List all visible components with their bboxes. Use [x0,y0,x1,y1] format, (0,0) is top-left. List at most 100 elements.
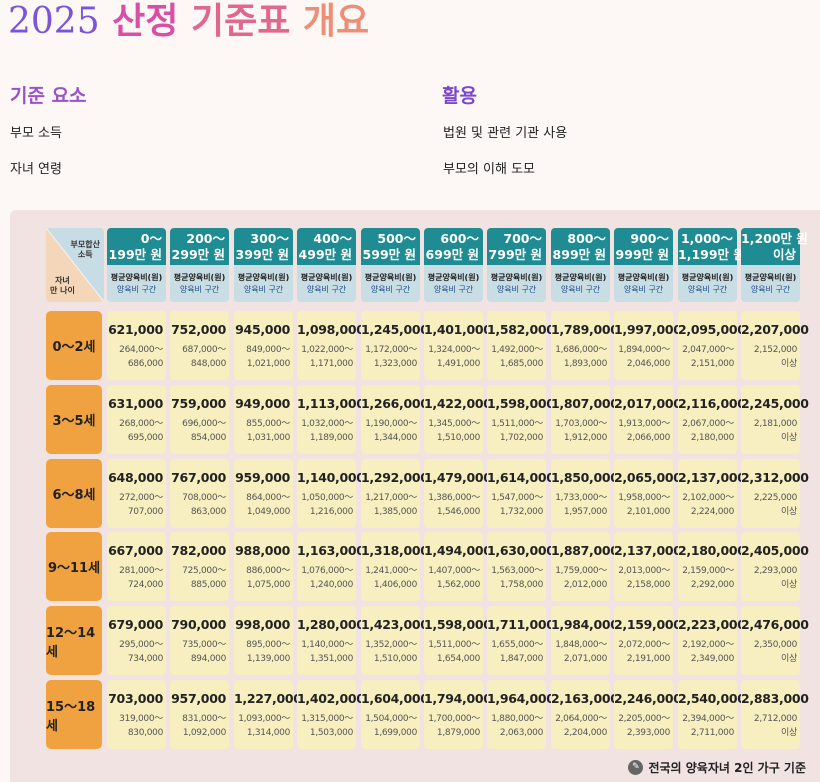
table-cell: 1,318,000 1,241,000～ 1,406,000 [361,532,429,601]
range-low-value: 1,093,000～ [238,714,290,724]
title-year: 2025 [8,1,100,42]
range-high-value: 1,031,000 [246,433,290,443]
table-cell: 1,280,000 1,140,000～ 1,351,000 [297,606,365,675]
avg-cost-label: 평균양육비(원) [681,273,734,282]
range-low-value: 2,102,000～ [682,493,734,503]
table-cell: 1,423,000 1,352,000～ 1,510,000 [361,606,429,675]
avg-cost-value: 1,850,000 [551,470,619,485]
avg-cost-value: 1,402,000 [297,691,365,706]
table-cell: 621,000 264,000～ 686,000 [107,311,166,380]
range-high-value: 734,000 [127,654,163,664]
avg-cost-value: 2,137,000 [678,470,746,485]
table-cell: 1,598,000 1,511,000～ 1,654,000 [424,606,492,675]
range-high-value: 1,879,000 [436,728,480,738]
range-low-value: 708,000～ [182,493,226,503]
avg-cost-label: 평균양육비(원) [237,273,290,282]
table-cell: 1,163,000 1,076,000～ 1,240,000 [297,532,365,601]
avg-cost-value: 1,422,000 [424,396,492,411]
income-range-line: 599만 원 [362,247,416,262]
range-low-value: 2,152,000 [753,345,797,355]
range-high-value: 2,158,000 [626,580,670,590]
table-cell: 2,180,000 2,159,000～ 2,292,000 [678,532,746,601]
avg-cost-value: 782,000 [171,543,226,558]
table-cell: 1,227,000 1,093,000～ 1,314,000 [234,680,302,749]
range-low-value: 2,293,000 [753,566,797,576]
column-subheader: 평균양육비(원) 양육비 구간 [297,265,356,302]
avg-cost-value: 2,095,000 [678,322,746,337]
page-title: 2025 산정 기준표 개요 [8,0,369,44]
avg-cost-label: 평균양육비(원) [110,273,163,282]
range-high-value: 1,216,000 [309,507,353,517]
avg-cost-value: 998,000 [235,617,290,632]
range-high-value: 1,092,000 [182,728,226,738]
range-high-value: 2,393,000 [626,728,670,738]
avg-cost-value: 1,292,000 [361,470,429,485]
avg-cost-value: 1,401,000 [424,322,492,337]
range-high-value: 이상 [781,654,797,664]
avg-cost-value: 2,223,000 [678,617,746,632]
range-high-value: 885,000 [190,580,226,590]
age-row-label: 15～18세 [46,680,102,749]
table-cell: 988,000 886,000～ 1,075,000 [234,532,293,601]
income-range-line: 400～ [313,231,352,246]
avg-cost-value: 2,159,000 [614,617,682,632]
income-range-line: 900～ [630,231,669,246]
range-high-value: 1,314,000 [246,728,290,738]
range-low-value: 849,000～ [246,345,290,355]
table-cell: 1,422,000 1,345,000～ 1,510,000 [424,385,492,454]
table-cell: 949,000 855,000～ 1,031,000 [234,385,293,454]
range-high-value: 이상 [781,507,797,517]
range-low-value: 735,000～ [182,640,226,650]
avg-cost-value: 2,116,000 [678,396,746,411]
cost-range-label: 양육비 구간 [623,285,664,294]
table-footnote: ✎ 전국의 양육자녀 2인 가구 기준 [628,759,806,776]
range-high-value: 1,702,000 [499,433,543,443]
table-cell: 2,065,000 1,958,000～ 2,101,000 [614,459,682,528]
table-cell: 1,098,000 1,022,000～ 1,171,000 [297,311,365,380]
range-low-value: 1,759,000～ [555,566,607,576]
income-range-line: 199만 원 [108,247,162,262]
avg-cost-value: 2,476,000 [741,617,809,632]
income-column-header: 400～ 499만 원 [297,228,356,265]
avg-cost-value: 1,789,000 [551,322,619,337]
range-high-value: 1,546,000 [436,507,480,517]
avg-cost-value: 2,246,000 [614,691,682,706]
criteria-item-income: 부모 소득 [10,126,62,141]
table-cell: 2,095,000 2,047,000～ 2,151,000 [678,311,746,380]
avg-cost-value: 2,883,000 [741,691,809,706]
income-range-line: 1,000～ [680,231,733,246]
range-low-value: 1,547,000～ [491,493,543,503]
range-low-value: 1,172,000～ [365,345,417,355]
avg-cost-value: 1,964,000 [487,691,555,706]
income-column-header: 800～ 899만 원 [551,228,610,265]
avg-cost-value: 1,140,000 [297,470,365,485]
table-cell: 1,604,000 1,504,000～ 1,699,000 [361,680,429,749]
range-high-value: 1,240,000 [309,580,353,590]
range-high-value: 2,204,000 [563,728,607,738]
range-high-value: 1,847,000 [499,654,543,664]
column-subheader: 평균양육비(원) 양육비 구간 [614,265,673,302]
table-cell: 667,000 281,000～ 724,000 [107,532,166,601]
avg-cost-value: 679,000 [108,617,163,632]
range-low-value: 1,511,000～ [491,419,543,429]
range-low-value: 1,032,000～ [301,419,353,429]
range-low-value: 1,894,000～ [618,345,670,355]
footnote-text: 전국의 양육자녀 2인 가구 기준 [648,761,806,775]
range-high-value: 이상 [781,359,797,369]
income-range-line: 800～ [567,231,606,246]
range-high-value: 2,292,000 [690,580,734,590]
avg-cost-value: 1,227,000 [234,691,302,706]
range-high-value: 1,654,000 [436,654,480,664]
range-low-value: 2,181,000 [753,419,797,429]
range-low-value: 696,000～ [182,419,226,429]
cost-range-label: 양육비 구간 [433,285,474,294]
table-cell: 2,017,000 1,913,000～ 2,066,000 [614,385,682,454]
avg-cost-label: 평균양육비(원) [300,273,353,282]
avg-cost-label: 평균양육비(원) [173,273,226,282]
column-subheader: 평균양육비(원) 양육비 구간 [741,265,800,302]
range-high-value: 1,406,000 [373,580,417,590]
cost-range-label: 양육비 구간 [116,285,157,294]
range-high-value: 707,000 [127,507,163,517]
income-column-header: 200～ 299만 원 [170,228,229,265]
table-cell: 2,137,000 2,102,000～ 2,224,000 [678,459,746,528]
